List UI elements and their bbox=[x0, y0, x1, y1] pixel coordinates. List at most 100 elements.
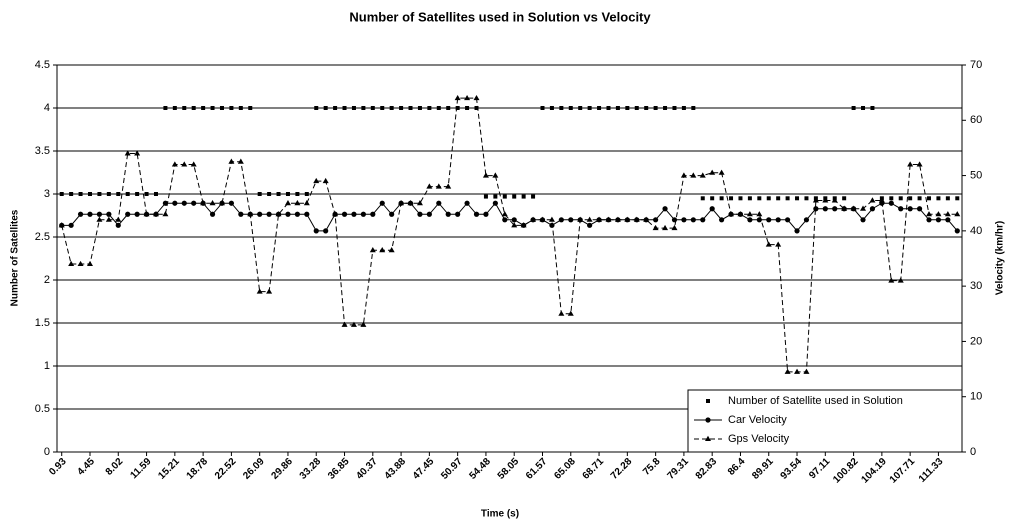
point bbox=[936, 196, 941, 201]
point bbox=[681, 217, 687, 223]
point bbox=[850, 205, 857, 211]
point bbox=[228, 158, 235, 164]
point bbox=[389, 106, 394, 110]
point bbox=[58, 222, 65, 228]
point bbox=[955, 196, 960, 201]
point bbox=[597, 106, 602, 110]
legend-marker bbox=[705, 435, 711, 441]
point bbox=[379, 247, 386, 253]
legend-marker bbox=[705, 417, 711, 423]
point bbox=[267, 192, 272, 196]
point bbox=[125, 211, 131, 217]
point bbox=[662, 206, 668, 212]
point bbox=[322, 177, 329, 184]
point bbox=[69, 192, 74, 196]
point bbox=[294, 200, 301, 206]
point bbox=[77, 260, 84, 267]
point bbox=[916, 206, 923, 212]
x-tick-label: 93.54 bbox=[779, 456, 805, 482]
point bbox=[690, 172, 697, 178]
point bbox=[945, 196, 950, 201]
point bbox=[710, 196, 715, 201]
point bbox=[436, 106, 441, 110]
point bbox=[671, 224, 678, 231]
point bbox=[586, 216, 593, 222]
point bbox=[492, 200, 498, 206]
point bbox=[653, 217, 659, 223]
point bbox=[201, 106, 206, 110]
point bbox=[191, 200, 197, 206]
point bbox=[408, 106, 413, 110]
point bbox=[143, 211, 150, 217]
y-tick-label: 1.5 bbox=[35, 317, 50, 329]
point bbox=[633, 216, 640, 222]
point bbox=[841, 205, 848, 211]
legend-marker bbox=[706, 399, 710, 403]
point bbox=[502, 217, 508, 223]
point bbox=[210, 106, 215, 110]
point bbox=[520, 222, 527, 228]
point bbox=[68, 222, 74, 228]
y2-tick-label: 70 bbox=[970, 59, 982, 71]
x-tick-label: 36.85 bbox=[326, 456, 352, 482]
point bbox=[152, 211, 159, 217]
x-tick-label: 75.8 bbox=[641, 456, 663, 478]
point bbox=[954, 228, 960, 234]
point bbox=[587, 106, 592, 110]
point bbox=[614, 216, 621, 222]
point bbox=[473, 211, 480, 217]
point bbox=[257, 211, 263, 217]
point bbox=[218, 200, 225, 206]
point bbox=[134, 150, 141, 156]
x-tick-label: 0.93 bbox=[47, 456, 69, 478]
point bbox=[483, 194, 488, 199]
point bbox=[794, 228, 800, 234]
point bbox=[926, 217, 932, 223]
point bbox=[625, 106, 630, 110]
y2-tick-label: 50 bbox=[970, 169, 982, 181]
point bbox=[115, 216, 122, 222]
point bbox=[680, 172, 687, 178]
y2-tick-label: 40 bbox=[970, 225, 982, 237]
x-tick-label: 68.71 bbox=[581, 456, 607, 482]
point bbox=[285, 192, 290, 196]
x-tick-label: 50.97 bbox=[439, 456, 465, 482]
point bbox=[672, 106, 677, 110]
point bbox=[116, 192, 121, 196]
point bbox=[124, 150, 131, 156]
point bbox=[445, 183, 452, 189]
point bbox=[455, 106, 460, 110]
point bbox=[445, 211, 451, 217]
point bbox=[78, 192, 83, 196]
x-tick-label: 100.82 bbox=[831, 456, 861, 486]
y2-tick-label: 20 bbox=[970, 335, 982, 347]
point bbox=[125, 192, 130, 196]
point bbox=[426, 211, 432, 217]
point bbox=[341, 321, 348, 327]
y2-tick-label: 0 bbox=[970, 446, 976, 458]
point bbox=[248, 106, 253, 110]
point bbox=[860, 217, 866, 223]
point bbox=[511, 222, 518, 228]
point bbox=[803, 217, 810, 223]
point bbox=[219, 106, 224, 110]
y-tick-label: 4 bbox=[44, 102, 50, 114]
point bbox=[360, 211, 366, 217]
point bbox=[190, 161, 197, 167]
point bbox=[719, 217, 725, 223]
point bbox=[360, 321, 367, 327]
point bbox=[652, 224, 659, 231]
point bbox=[756, 211, 763, 217]
series-line bbox=[61, 97, 958, 373]
point bbox=[700, 217, 706, 223]
point bbox=[747, 196, 752, 201]
y-tick-label: 4.5 bbox=[35, 59, 50, 71]
point bbox=[96, 211, 103, 217]
point bbox=[303, 200, 310, 206]
point bbox=[945, 217, 951, 223]
point bbox=[134, 211, 140, 217]
point bbox=[549, 106, 554, 110]
chart-title: Number of Satellites used in Solution vs… bbox=[349, 9, 651, 24]
point bbox=[135, 192, 140, 196]
